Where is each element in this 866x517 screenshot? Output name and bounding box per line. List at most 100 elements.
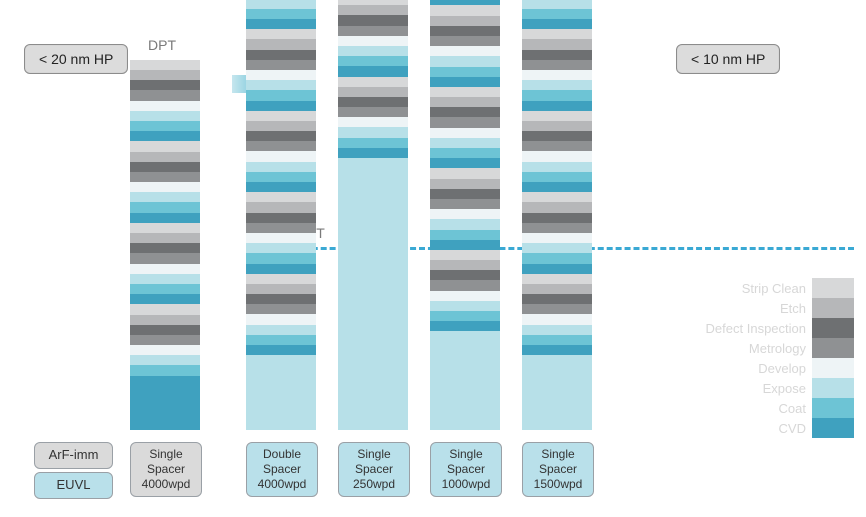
seg-Metrology [130, 253, 200, 263]
seg-CVD [522, 264, 592, 274]
seg-Coat [130, 365, 200, 375]
seg-Metrology [130, 90, 200, 100]
seg-Develop [430, 209, 500, 219]
seg-Expose [130, 192, 200, 202]
xlabel-b4: SingleSpacer1000wpd [430, 442, 502, 497]
seg-DefectInspection [338, 15, 408, 25]
legend-row: Defect Inspection [654, 318, 854, 338]
seg-StripClean [430, 168, 500, 178]
legend-label: Strip Clean [654, 278, 812, 298]
legend-row: CVD [654, 418, 854, 438]
seg-Develop [130, 101, 200, 111]
bar-b3 [338, 0, 408, 430]
bar-b5 [522, 0, 592, 430]
seg-Metrology [246, 60, 316, 70]
legend-row: Metrology [654, 338, 854, 358]
seg-StripClean [130, 141, 200, 151]
seg-StripClean [522, 111, 592, 121]
seg-Expose [522, 243, 592, 253]
seg-DefectInspection [522, 294, 592, 304]
seg-CVD [246, 264, 316, 274]
seg-StripClean [430, 87, 500, 97]
seg-Etch [430, 16, 500, 26]
seg-Develop [246, 70, 316, 80]
seg-Etch [522, 284, 592, 294]
seg-Coat [246, 172, 316, 182]
seg-Coat [246, 253, 316, 263]
seg-StripClean [522, 192, 592, 202]
seg-CVD [430, 77, 500, 87]
seg-Etch [430, 179, 500, 189]
seg-CVD [522, 101, 592, 111]
seg-Expose [130, 355, 200, 365]
seg-DefectInspection [130, 243, 200, 253]
legend-swatch [812, 318, 854, 338]
seg-base [430, 331, 500, 430]
seg-CVD [246, 19, 316, 29]
figure: { "canvas": {"w": 866, "h": 517, "bg": "… [0, 0, 866, 517]
seg-Coat [246, 335, 316, 345]
legend-label: Defect Inspection [654, 318, 812, 338]
seg-Metrology [430, 36, 500, 46]
seg-CVD [430, 321, 500, 331]
seg-Develop [246, 233, 316, 243]
legend-swatch [812, 338, 854, 358]
seg-StripClean [130, 304, 200, 314]
seg-CVD [246, 345, 316, 355]
seg-Etch [130, 152, 200, 162]
seg-Metrology [430, 280, 500, 290]
seg-CVD [430, 158, 500, 168]
seg-CVD [430, 240, 500, 250]
seg-Etch [246, 284, 316, 294]
seg-CVD [522, 345, 592, 355]
seg-Metrology [338, 107, 408, 117]
seg-Coat [130, 284, 200, 294]
seg-Metrology [130, 335, 200, 345]
tech-badge-arf: ArF-imm [34, 442, 113, 469]
seg-Develop [430, 128, 500, 138]
seg-Etch [522, 39, 592, 49]
legend-swatch [812, 418, 854, 438]
legend-swatch [812, 358, 854, 378]
seg-Etch [338, 87, 408, 97]
seg-Expose [430, 219, 500, 229]
seg-Expose [522, 0, 592, 9]
seg-StripClean [130, 223, 200, 233]
bar-b1 [130, 60, 200, 430]
bar-b4 [430, 0, 500, 430]
seg-Coat [522, 172, 592, 182]
seg-Coat [522, 9, 592, 19]
seg-Develop [522, 70, 592, 80]
seg-Coat [430, 67, 500, 77]
seg-Coat [430, 148, 500, 158]
seg-Metrology [522, 141, 592, 151]
seg-Expose [246, 0, 316, 9]
seg-Expose [246, 162, 316, 172]
seg-Develop [522, 233, 592, 243]
seg-StripClean [246, 192, 316, 202]
seg-StripClean [130, 60, 200, 70]
bar-b2 [246, 0, 316, 430]
seg-DefectInspection [130, 80, 200, 90]
seg-Metrology [522, 223, 592, 233]
seg-CVD [338, 148, 408, 158]
badge-text: < 10 nm HP [691, 51, 765, 67]
seg-Metrology [522, 304, 592, 314]
legend-swatch [812, 378, 854, 398]
seg-Expose [522, 162, 592, 172]
seg-Expose [522, 325, 592, 335]
seg-Etch [246, 39, 316, 49]
seg-StripClean [430, 250, 500, 260]
seg-DefectInspection [130, 162, 200, 172]
legend-label: Coat [654, 398, 812, 418]
seg-Metrology [130, 172, 200, 182]
seg-StripClean [522, 274, 592, 284]
seg-CVD [522, 19, 592, 29]
legend-swatch [812, 398, 854, 418]
seg-Expose [430, 138, 500, 148]
hp-badge-left: < 20 nm HP [24, 44, 128, 74]
seg-Expose [430, 56, 500, 66]
badge-text: < 20 nm HP [39, 51, 113, 67]
seg-Develop [338, 36, 408, 46]
legend-label: Develop [654, 358, 812, 378]
